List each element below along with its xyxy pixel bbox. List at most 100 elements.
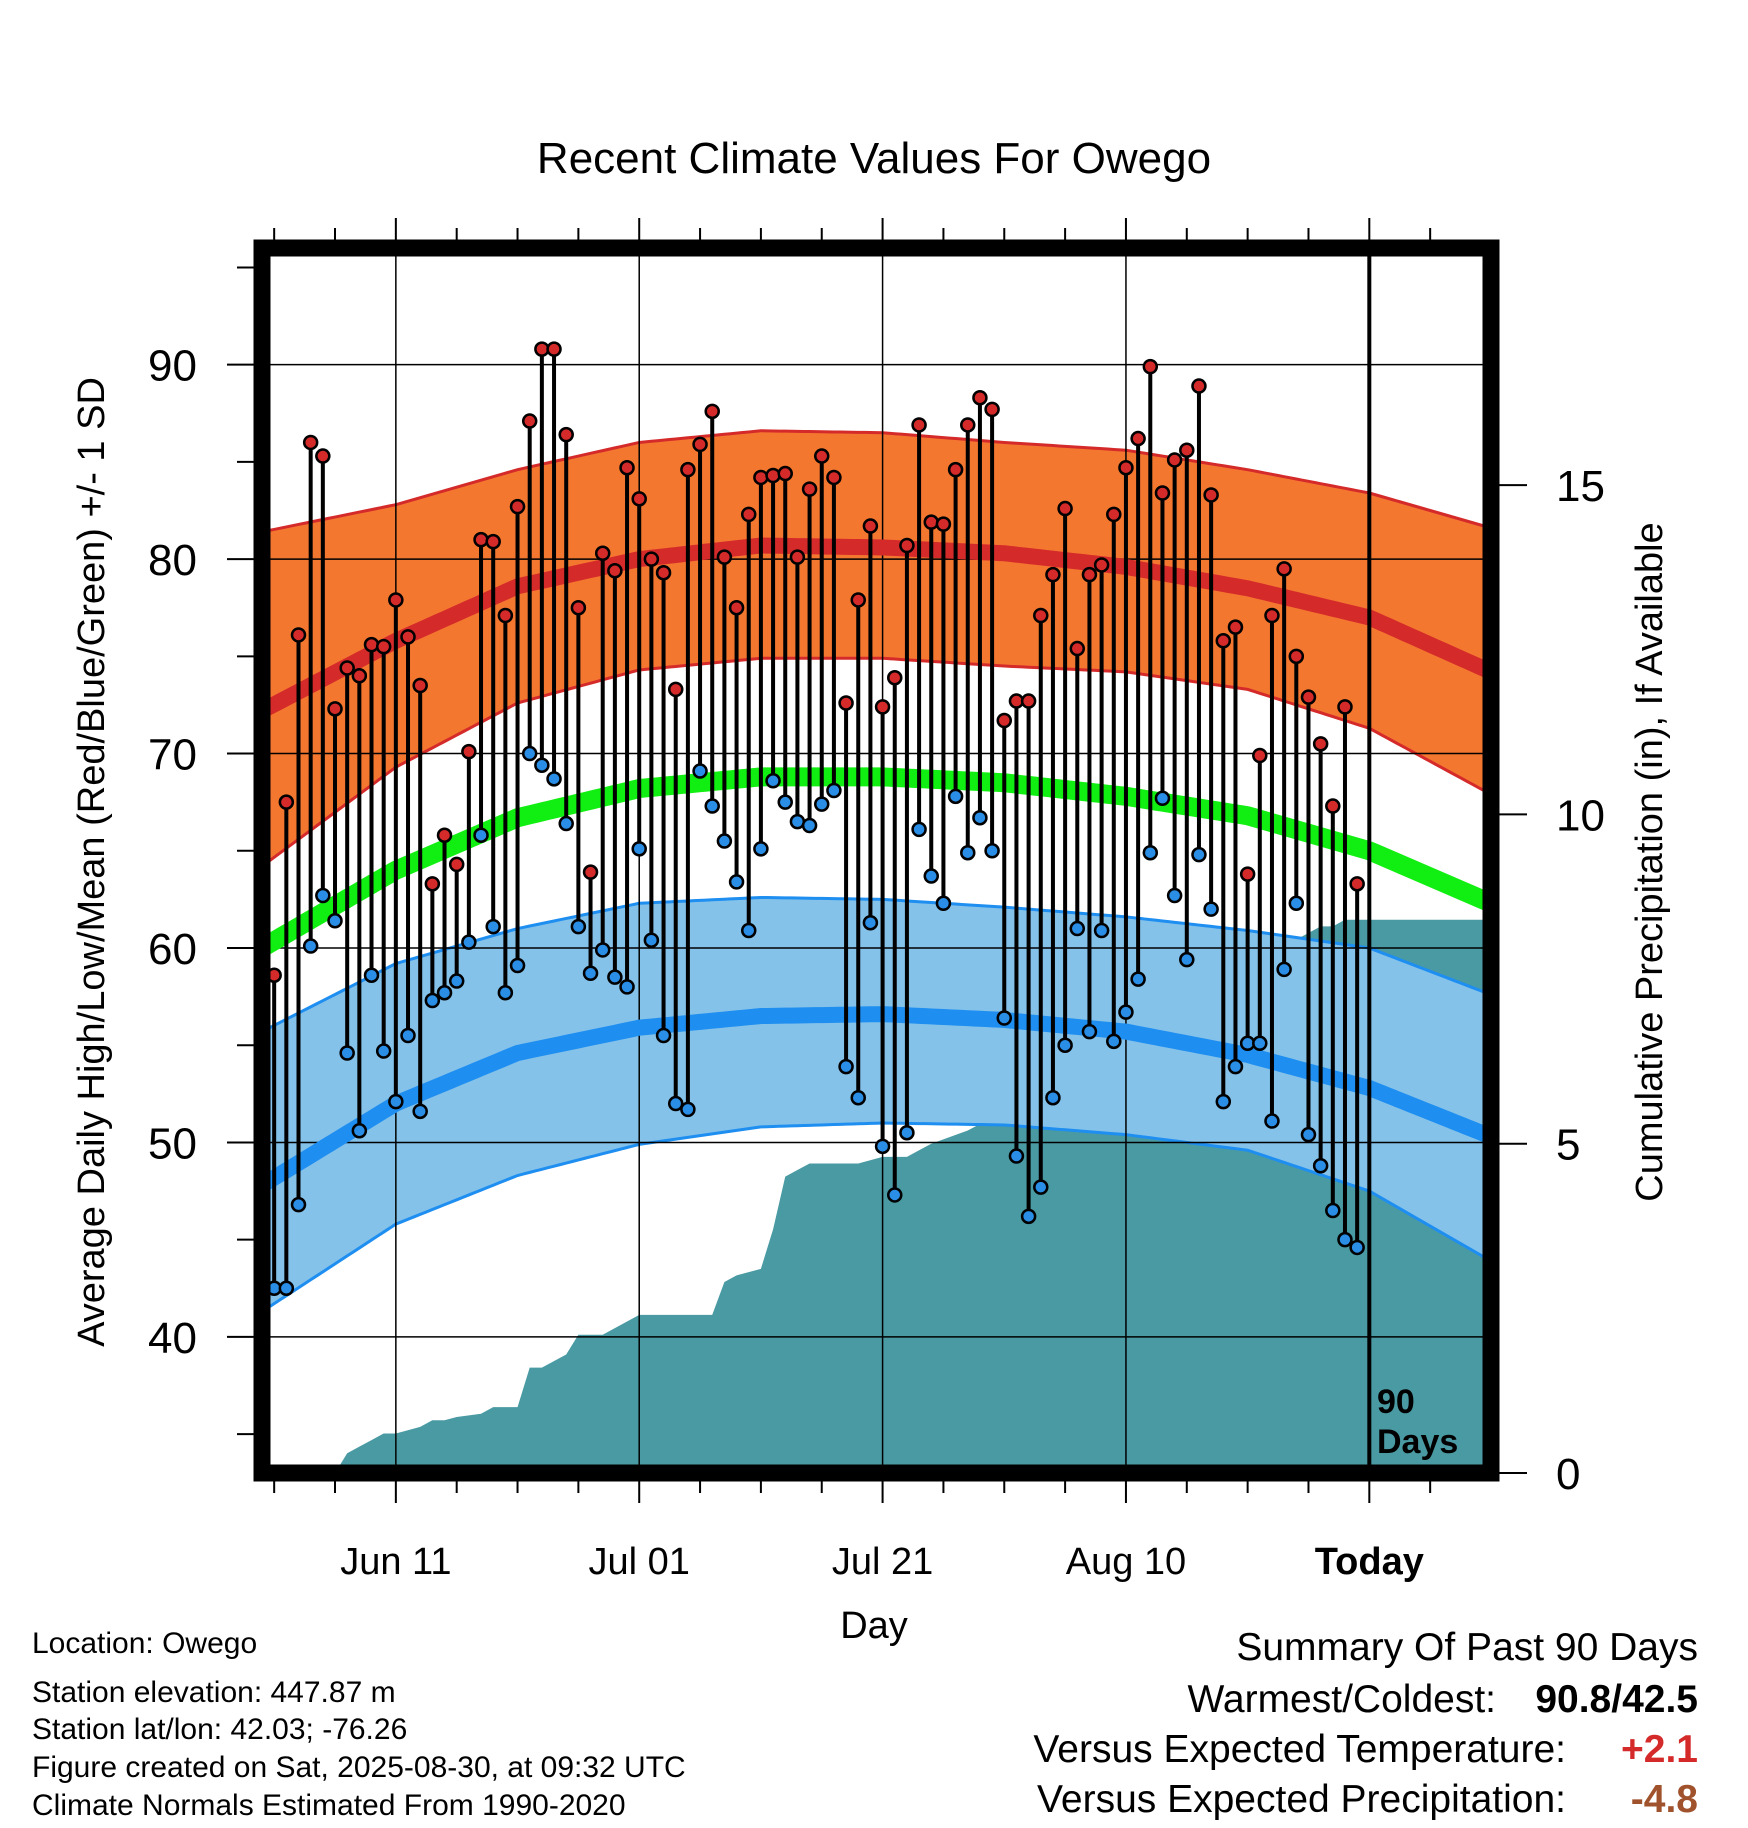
daily-low-point — [570, 918, 587, 935]
normal-lines-layer — [262, 537, 1491, 1193]
daily-low-point — [619, 979, 635, 995]
daily-high-point — [1264, 607, 1280, 624]
daily-low-point — [680, 1101, 696, 1118]
daily-high-point — [473, 531, 489, 548]
daily-high-point — [753, 469, 769, 486]
daily-high-point — [1215, 633, 1232, 649]
daily-low-point — [594, 942, 611, 958]
daily-low-point — [1325, 1202, 1341, 1219]
daily-high-point — [1130, 430, 1146, 447]
daily-high-point — [972, 389, 988, 406]
daily-high-point — [813, 448, 830, 464]
chart-title: Recent Climate Values For Owego — [537, 134, 1211, 183]
daily-low-point — [935, 895, 952, 912]
normal-low-line — [262, 1006, 1491, 1193]
left-tick-label: 40 — [148, 1314, 197, 1363]
daily-high-point — [327, 701, 343, 717]
daily-low-point — [887, 1187, 903, 1203]
daily-low-point — [960, 844, 976, 861]
daily-high-point — [436, 827, 453, 843]
daily-high-point — [765, 467, 781, 484]
daily-low-point — [692, 763, 708, 779]
daily-low-point — [1118, 1004, 1134, 1020]
daily-high-point — [424, 876, 441, 892]
daily-high-point — [692, 436, 708, 453]
x-axis-label: Day — [840, 1605, 908, 1647]
daily-low-point — [1337, 1231, 1353, 1248]
daily-high-point — [740, 506, 757, 523]
daily-low-point — [509, 957, 526, 974]
summary-precip-label: Versus Expected Precipitation: — [1037, 1778, 1566, 1821]
daily-high-point — [1106, 506, 1122, 523]
daily-high-point — [497, 607, 514, 624]
daily-high-point — [1033, 607, 1049, 624]
daily-high-point — [619, 459, 635, 476]
info-location: Location: Owego — [32, 1627, 257, 1660]
daily-points — [266, 341, 1365, 1297]
daily-low-point — [351, 1123, 368, 1139]
daily-low-point — [813, 796, 830, 812]
daily-high-point — [850, 592, 866, 608]
daily-low-point — [655, 1027, 672, 1044]
daily-low-point — [558, 815, 574, 832]
daily-high-point — [862, 518, 879, 534]
daily-high-point — [935, 516, 952, 532]
daily-low-point — [862, 914, 879, 931]
summary-panel: Summary Of Past 90 Days Warmest/Coldest:… — [1033, 1626, 1698, 1821]
daily-low-point — [436, 984, 453, 1001]
x-tick-label: Today — [1315, 1541, 1424, 1583]
daily-high-point — [290, 627, 307, 643]
summary-heading: Summary Of Past 90 Days — [1236, 1626, 1698, 1669]
daily-high-point — [1081, 566, 1098, 583]
daily-low-point — [1130, 971, 1146, 987]
daily-high-point — [302, 434, 319, 451]
left-tick-label: 90 — [148, 342, 197, 391]
daily-high-point — [1166, 452, 1183, 468]
info-created: Figure created on Sat, 2025-08-30, at 09… — [32, 1751, 686, 1784]
daily-low-point — [984, 843, 1000, 859]
daily-high-point — [351, 668, 368, 684]
daily-high-point — [1276, 561, 1292, 577]
daily-high-point — [899, 537, 915, 554]
daily-low-point — [375, 1043, 392, 1059]
daily-low-point — [1045, 1089, 1061, 1106]
daily-low-point — [388, 1093, 404, 1110]
high-sd-band-lower-edge — [262, 656, 1491, 868]
summary-warm-cold-value: 90.8/42.5 — [1535, 1678, 1698, 1721]
today-days-label-line2: Days — [1377, 1423, 1458, 1461]
daily-high-point — [1312, 736, 1329, 752]
daily-high-point — [412, 677, 428, 694]
x-tick-label: Jun 11 — [340, 1541, 451, 1583]
right-axis: 0 5 10 15 — [1499, 462, 1605, 1499]
daily-high-point — [1300, 689, 1317, 705]
daily-high-point — [789, 549, 806, 565]
daily-low-point — [412, 1103, 428, 1120]
daily-low-point — [1020, 1208, 1037, 1225]
daily-low-point — [1312, 1158, 1329, 1174]
daily-high-point — [461, 743, 477, 760]
daily-high-point — [278, 794, 295, 810]
y-axis-label-left: Average Daily High/Low/Mean (Red/Blue/Gr… — [71, 377, 113, 1347]
daily-low-point — [923, 868, 940, 884]
daily-low-point — [1093, 922, 1110, 939]
x-tick-label: Jul 21 — [832, 1541, 933, 1583]
daily-low-point — [911, 821, 927, 838]
station-info: Location: Owego Station elevation: 447.8… — [32, 1627, 686, 1822]
daily-high-point — [887, 669, 903, 686]
daily-low-point — [1008, 1148, 1025, 1164]
daily-high-point — [521, 413, 538, 429]
info-normals: Climate Normals Estimated From 1990-2020 — [32, 1789, 626, 1822]
daily-high-point — [777, 465, 793, 482]
right-tick-label: 10 — [1556, 791, 1605, 840]
daily-high-point — [582, 864, 599, 880]
left-tick-label: 80 — [148, 536, 197, 585]
daily-high-point — [631, 491, 647, 507]
daily-high-point — [509, 498, 526, 515]
daily-high-point — [1325, 798, 1341, 814]
today-marker: 90 Days — [1367, 248, 1458, 1473]
left-tick-label: 50 — [148, 1119, 197, 1168]
daily-low-point — [302, 938, 319, 954]
daily-high-point — [546, 341, 562, 357]
daily-high-point — [375, 638, 392, 655]
